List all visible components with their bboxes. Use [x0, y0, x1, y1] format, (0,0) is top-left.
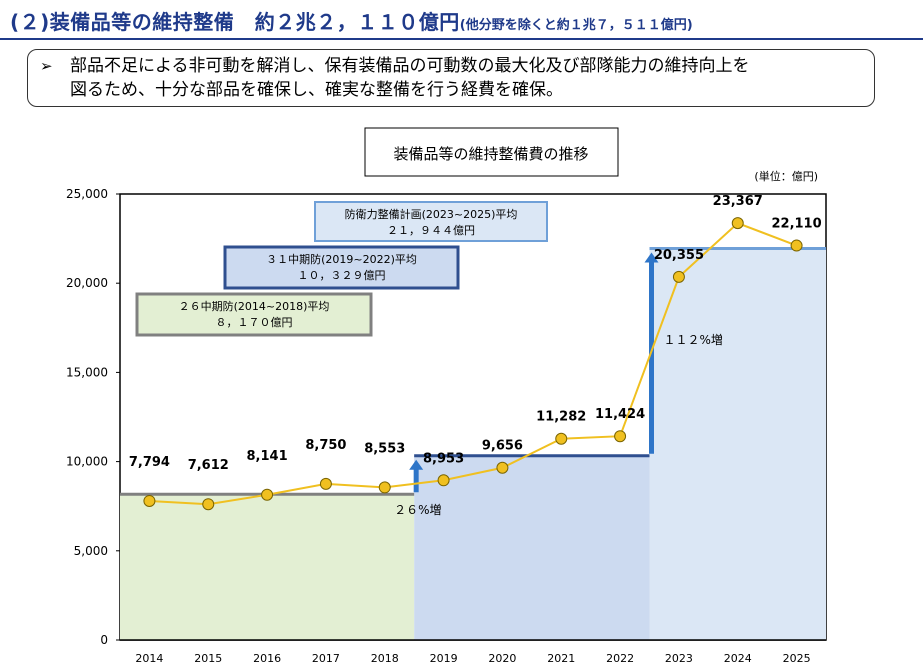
- period-average-box-1: [223, 245, 460, 290]
- series-line: [149, 221, 797, 506]
- period-average-label-0: ２６中期防(2014~2018)平均: [179, 299, 330, 313]
- unit-label: (単位：億円): [754, 169, 818, 183]
- y-tick-label-5: 25,000: [66, 187, 108, 201]
- data-label-3: 8,750: [305, 438, 346, 453]
- section-heading: (２)装備品等の維持整備 約２兆２，１１０億円(他分野を除くと約１兆７，５１１億…: [10, 6, 693, 35]
- chart-title: 装備品等の維持整備費の推移: [393, 145, 588, 163]
- x-tick-label-5: 2019: [430, 652, 458, 665]
- x-tick-label-1: 2015: [194, 652, 222, 665]
- data-point-3: [319, 477, 332, 490]
- data-point-8: [614, 430, 627, 443]
- period-average-value-2: ２１，９４４億円: [387, 224, 475, 237]
- y-tick-label-0: 0: [100, 633, 108, 647]
- data-point-4: [378, 481, 391, 494]
- x-tick-label-7: 2021: [547, 652, 575, 665]
- x-tick-label-10: 2024: [724, 652, 752, 665]
- section-title: (２)装備品等の維持整備 約２兆２，１１０億円: [10, 10, 460, 34]
- period-average-box-0: [135, 292, 373, 337]
- x-tick-label-2: 2016: [253, 652, 281, 665]
- data-point-11: [790, 239, 803, 252]
- x-tick-label-6: 2020: [488, 652, 516, 665]
- data-point-1: [202, 498, 215, 511]
- data-label-2: 8,141: [247, 449, 288, 464]
- data-label-11: 22,110: [771, 217, 821, 232]
- data-label-10: 23,367: [713, 194, 763, 209]
- data-point-2: [261, 488, 274, 501]
- data-label-4: 8,553: [364, 441, 405, 456]
- maintenance-cost-chart: 装備品等の維持整備費の推移 (単位：億円) ２６%増 １１２%増 0 5,000 10,…: [66, 127, 827, 665]
- chart-title-box: [364, 127, 619, 177]
- period-region-0: [120, 494, 415, 640]
- summary-line-1: 部品不足による非可動を解消し、保有装備品の可動数の最大化及び部隊能力の維持向上を: [70, 56, 750, 76]
- period-average-value-1: １０，３２９億円: [298, 269, 386, 282]
- heading-divider: [0, 38, 923, 40]
- data-label-0: 7,794: [129, 455, 170, 470]
- section-subtitle: (他分野を除くと約１兆７，５１１億円): [459, 18, 693, 33]
- plot-area: ２６%増 １１２%増 0 5,000 10,000 15,000 20,000 25,000 2…: [66, 187, 827, 665]
- x-tick-label-3: 2017: [312, 652, 340, 665]
- y-tick-label-1: 5,000: [74, 544, 108, 558]
- data-point-6: [496, 461, 509, 474]
- x-tick-label-9: 2023: [665, 652, 693, 665]
- data-point-5: [437, 474, 450, 487]
- x-tick-label-4: 2018: [371, 652, 399, 665]
- y-tick-label-2: 10,000: [66, 455, 108, 469]
- data-point-7: [555, 432, 568, 445]
- x-tick-label-8: 2022: [606, 652, 634, 665]
- increase-label-1: １１２%増: [664, 333, 723, 347]
- data-label-7: 11,282: [536, 410, 586, 425]
- period-average-label-1: ３１中期防(2019~2022)平均: [266, 252, 417, 266]
- period-average-box-2: [314, 201, 548, 242]
- x-tick-label-11: 2025: [783, 652, 811, 665]
- y-tick-label-4: 20,000: [66, 276, 108, 290]
- data-label-8: 11,424: [595, 407, 645, 422]
- data-label-6: 9,656: [482, 439, 523, 454]
- data-label-1: 7,612: [188, 458, 229, 473]
- y-tick-label-3: 15,000: [66, 365, 108, 379]
- summary-box: ➢ 部品不足による非可動を解消し、保有装備品の可動数の最大化及び部隊能力の維持向…: [27, 49, 875, 107]
- data-point-0: [143, 494, 156, 507]
- bullet-icon: ➢: [40, 57, 53, 75]
- period-average-value-0: ８，１７０億円: [216, 316, 293, 329]
- increase-arrow-head-0: [409, 459, 424, 470]
- x-tick-label-0: 2014: [135, 652, 163, 665]
- data-label-5: 8,953: [423, 451, 464, 466]
- increase-arrow-head-1: [644, 252, 659, 263]
- period-average-label-2: 防衛力整備計画(2023~2025)平均: [345, 207, 518, 221]
- data-label-9: 20,355: [654, 248, 704, 263]
- increase-label-0: ２６%増: [394, 503, 441, 517]
- period-region-2: [649, 248, 826, 640]
- data-point-9: [672, 270, 685, 283]
- summary-line-2: 図るため、十分な部品を確保し、確実な整備を行う経費を確保。: [70, 80, 563, 100]
- data-point-10: [731, 217, 744, 230]
- period-region-1: [414, 455, 650, 640]
